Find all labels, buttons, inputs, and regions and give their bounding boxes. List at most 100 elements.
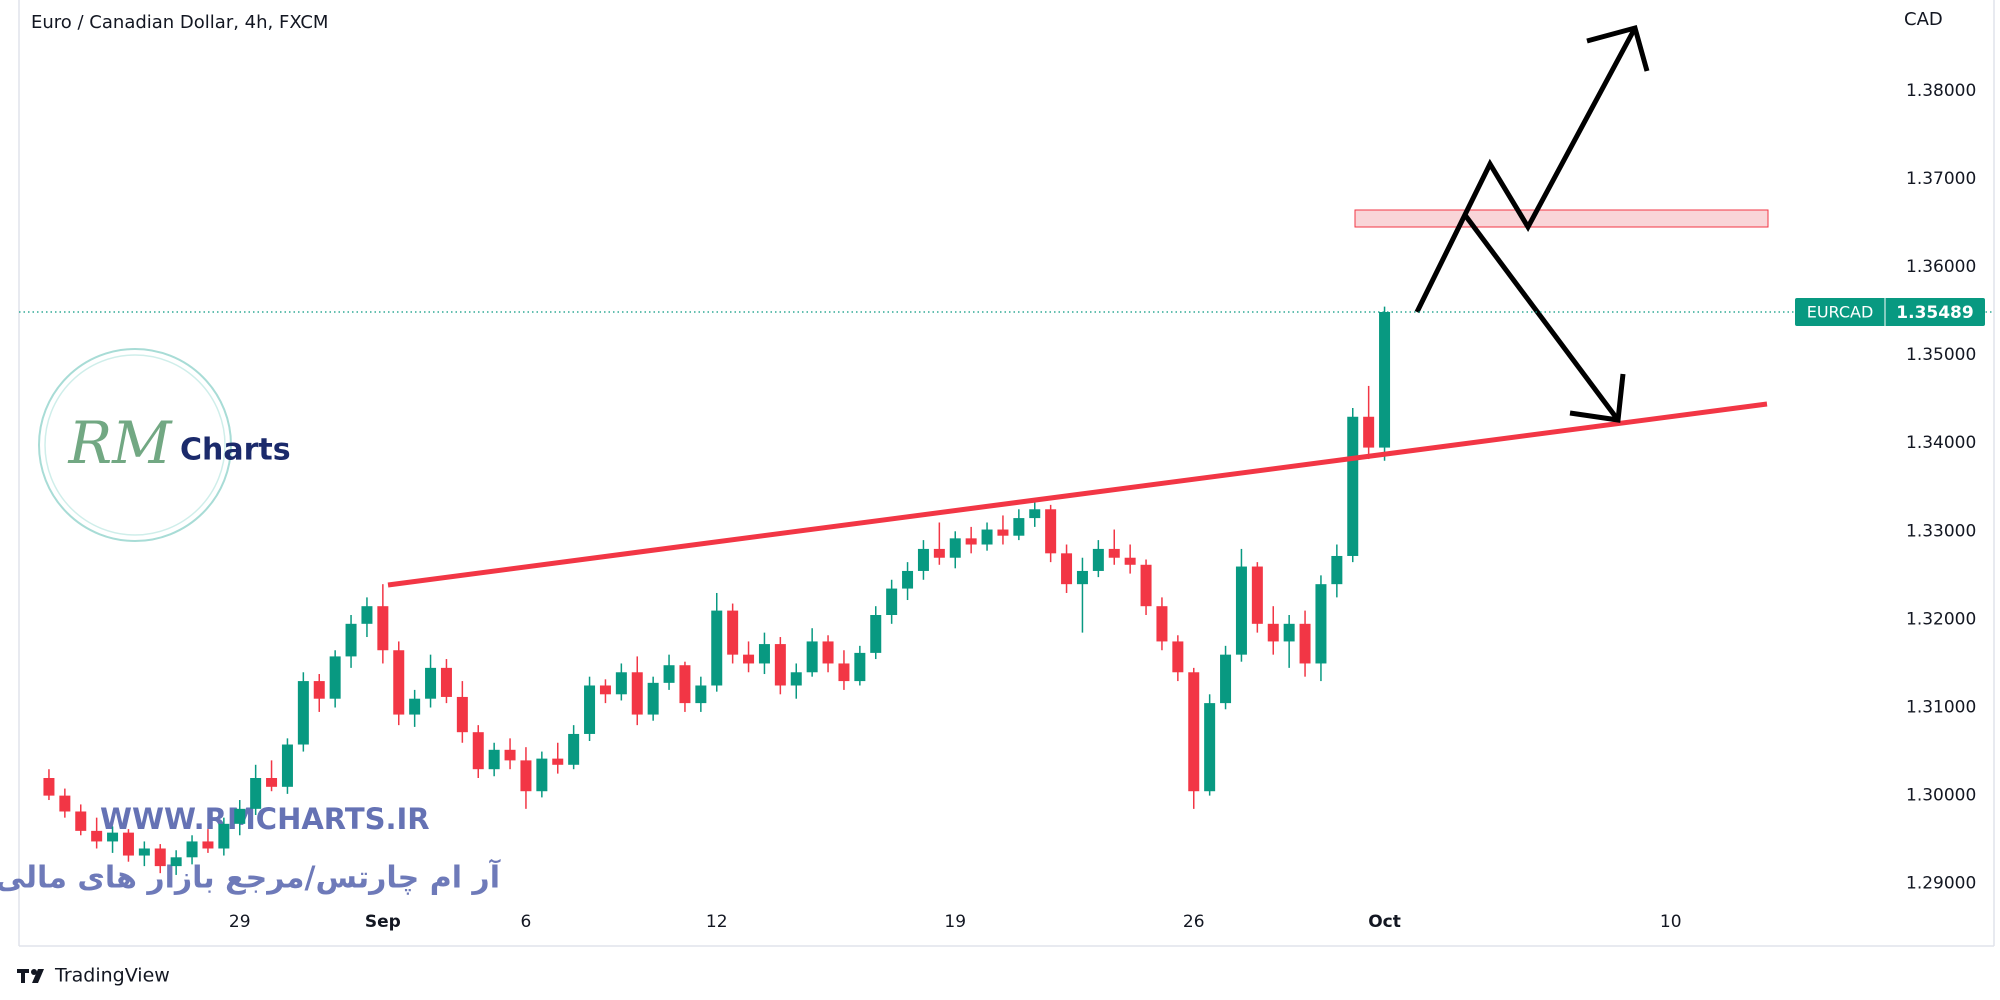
candle-body [504,749,516,761]
candle-body [552,758,564,765]
axis-currency: CAD [1904,9,1943,30]
candle-body [1013,518,1025,536]
candle-body [679,665,691,704]
candle-body [1315,584,1327,664]
candle-body [1092,548,1104,571]
last-price-symbol: EURCAD [1807,302,1874,321]
y-tick-label: 1.32000 [1906,609,1976,629]
candle-body [854,652,866,682]
candle-body [631,672,643,715]
candle-body [520,760,532,792]
x-tick-label: 19 [944,912,966,932]
candle-body [647,682,659,715]
candle-body [615,672,627,695]
y-tick-label: 1.34000 [1906,433,1976,453]
candle-body [886,588,898,616]
candle-body [933,548,945,558]
projection-arrow [1462,213,1621,422]
candle-body [711,610,723,686]
logo-ring [44,354,226,536]
x-tick-label: 6 [521,912,532,932]
y-tick-label: 1.38000 [1906,81,1976,101]
candle-body [584,685,596,734]
y-tick-label: 1.33000 [1906,521,1976,541]
footer-logo [17,969,44,983]
candle-body [965,538,977,545]
candle-body [1299,623,1311,664]
candle-body [870,615,882,653]
arrow-head [1569,373,1626,423]
logo-text: Charts [180,433,291,468]
candle-body [790,672,802,686]
candle-body [329,656,341,699]
candle-body [250,778,262,809]
y-tick-label: 1.29000 [1906,874,1976,894]
candle-body [297,681,309,745]
chart-title: Euro / Canadian Dollar, 4h, FXCM [31,12,328,33]
candle-body [1156,606,1168,642]
candle-body [1076,570,1088,585]
last-price-tag [1795,297,1985,326]
candle-body [1235,566,1247,655]
candle-body [568,733,580,765]
candle-body [1363,416,1375,448]
candle-body [695,685,707,704]
logo-ring [38,348,232,542]
candle-body [1124,557,1136,565]
candle-body [1140,564,1152,607]
candle-body [472,732,484,770]
logo-shape [21,969,25,983]
y-tick-label: 1.36000 [1906,257,1976,277]
candle-body [663,665,675,683]
candle-body [377,606,389,651]
candle-body [1379,311,1391,448]
logo-shape [32,969,44,983]
candle-body [59,795,71,812]
candle-body [281,744,293,787]
candle-body [1347,416,1359,556]
logo-mark: RM [67,409,173,477]
candle-body [902,570,914,589]
x-tick-label: 29 [229,912,251,932]
watermark-website: WWW.RMCHARTS.IR [100,802,430,836]
candle-body [393,650,405,715]
candle-body [743,654,755,664]
arrow-head [1586,24,1650,72]
candle-body [1029,509,1041,519]
candle-body [43,778,55,796]
projection-arrow [1414,26,1638,314]
candle-body [409,698,421,715]
candle-body [345,623,357,657]
candle-body [806,641,818,673]
candle-body [122,832,134,856]
candle-body [234,808,246,824]
x-tick-label: Sep [365,912,401,932]
footer-brand: TradingView [54,965,170,987]
candle-body [1204,703,1216,792]
candle-body [838,663,850,682]
candle-body [107,832,119,842]
logo: RM Charts [38,348,291,542]
candle-body [1061,553,1073,585]
candle-body [774,644,786,686]
candle-body [456,696,468,733]
candle-body [425,667,437,699]
x-tick-label: 26 [1183,912,1205,932]
candle-body [186,841,198,858]
x-tick-label: 12 [706,912,728,932]
x-tick-label: 10 [1660,912,1682,932]
y-tick-label: 1.31000 [1906,698,1976,718]
x-tick-label: Oct [1368,912,1401,932]
candle-body [440,667,452,697]
candle-body [1045,509,1057,554]
candle-body [1220,654,1232,704]
candle-body [170,857,182,867]
candle-body [1172,641,1184,673]
candle-body [1108,548,1120,558]
logo-shape [31,969,37,975]
trend-line [387,401,1768,588]
candle-body [1267,623,1279,642]
candle-body [1283,623,1295,642]
